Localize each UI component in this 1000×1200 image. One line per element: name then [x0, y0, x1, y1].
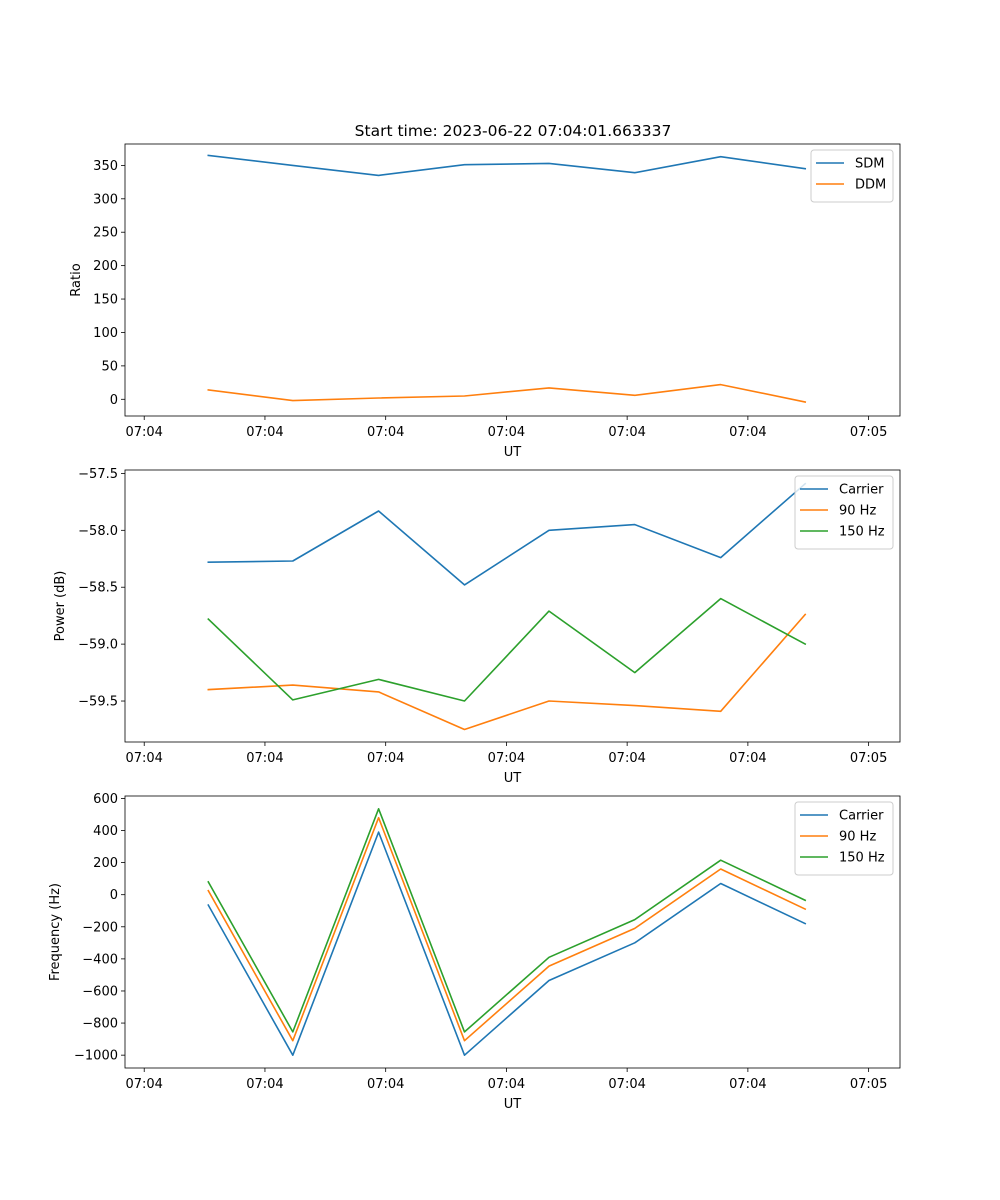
- frequency-x-tick-label: 07:04: [367, 1077, 404, 1092]
- ratio-y-tick-label: 50: [101, 359, 118, 374]
- ratio-x-tick-label: 07:05: [850, 425, 887, 440]
- power-panel: 07:04 07:04 07:04 07:04 07:04 07:04 07:05 −59.5…: [53, 467, 901, 786]
- ratio-y-tick-label: 300: [93, 192, 118, 207]
- ratio-x-tick-label: 07:04: [608, 425, 645, 440]
- ratio-x-tick-label: 07:04: [729, 425, 766, 440]
- ratio-legend-label: SDM: [855, 157, 884, 172]
- power-legend-label: Carrier: [839, 483, 884, 498]
- frequency-y-tick-label: 200: [93, 856, 118, 871]
- ratio-y-axis-label: Ratio: [69, 263, 84, 296]
- frequency-x-tick-label: 07:04: [608, 1077, 645, 1092]
- power-y-tick-label: −59.5: [78, 695, 118, 710]
- power-series-carrier-line: [207, 482, 807, 586]
- frequency-y-tick-label: 400: [93, 824, 118, 839]
- frequency-x-tick-label: 07:04: [246, 1077, 283, 1092]
- power-y-tick-label: −58.5: [78, 581, 118, 596]
- power-x-tick-label: 07:04: [246, 751, 283, 766]
- frequency-x-tick-label: 07:04: [729, 1077, 766, 1092]
- power-axes-frame: [124, 469, 901, 743]
- power-y-tick-label: −59.0: [78, 638, 118, 653]
- frequency-y-tick-label: 600: [93, 792, 118, 807]
- ratio-axes-frame: [124, 143, 901, 417]
- power-x-axis-label: UT: [504, 771, 522, 786]
- ratio-y-tick-label: 200: [93, 259, 118, 274]
- frequency-legend-label: 90 Hz: [839, 830, 876, 845]
- ratio-x-tick-label: 07:04: [246, 425, 283, 440]
- frequency-panel: 07:04 07:04 07:04 07:04 07:04 07:04 07:05 −1000…: [48, 792, 901, 1112]
- ratio-y-tick-label: 150: [93, 293, 118, 308]
- frequency-series-90-hz-line: [207, 816, 807, 1042]
- frequency-x-tick-label: 07:04: [488, 1077, 525, 1092]
- figure-title: Start time: 2023-06-22 07:04:01.663337: [355, 122, 672, 140]
- ratio-y-tick-label: 100: [93, 326, 118, 341]
- power-y-tick-label: −58.0: [78, 524, 118, 539]
- frequency-x-tick-label: 07:04: [125, 1077, 162, 1092]
- frequency-series-150-hz-line: [207, 807, 807, 1033]
- power-series-90-hz-line: [207, 613, 807, 731]
- frequency-y-tick-label: −600: [82, 984, 118, 999]
- power-y-axis-label: Power (dB): [53, 571, 68, 642]
- ratio-x-tick-label: 07:04: [488, 425, 525, 440]
- ratio-y-tick-label: 350: [93, 159, 118, 174]
- frequency-legend-label: 150 Hz: [839, 851, 885, 866]
- frequency-x-tick-label: 07:05: [850, 1077, 887, 1092]
- frequency-y-axis-label: Frequency (Hz): [48, 883, 63, 981]
- ratio-x-tick-label: 07:04: [125, 425, 162, 440]
- power-series-150-hz-line: [207, 597, 807, 702]
- power-x-tick-label: 07:04: [729, 751, 766, 766]
- ratio-y-tick-label: 0: [110, 393, 118, 408]
- power-x-tick-label: 07:04: [608, 751, 645, 766]
- ratio-series-ddm-line: [207, 383, 807, 403]
- frequency-legend-label: Carrier: [839, 809, 884, 824]
- power-x-tick-label: 07:04: [488, 751, 525, 766]
- ratio-x-axis-label: UT: [504, 445, 522, 460]
- ratio-x-tick-label: 07:04: [367, 425, 404, 440]
- power-y-tick-label: −57.5: [78, 467, 118, 482]
- frequency-y-tick-label: −200: [82, 920, 118, 935]
- ratio-legend-label: DDM: [855, 178, 886, 193]
- frequency-y-tick-label: −800: [82, 1017, 118, 1032]
- ratio-series-sdm-line: [207, 154, 807, 177]
- power-x-tick-label: 07:04: [367, 751, 404, 766]
- frequency-series-carrier-line: [207, 831, 807, 1056]
- power-x-tick-label: 07:04: [125, 751, 162, 766]
- frequency-y-tick-label: 0: [110, 888, 118, 903]
- power-x-tick-label: 07:05: [850, 751, 887, 766]
- power-legend-label: 90 Hz: [839, 504, 876, 519]
- frequency-y-tick-label: −400: [82, 952, 118, 967]
- ratio-y-tick-label: 250: [93, 226, 118, 241]
- frequency-axes-frame: [124, 795, 901, 1069]
- frequency-x-axis-label: UT: [504, 1097, 522, 1112]
- power-legend-label: 150 Hz: [839, 525, 885, 540]
- ratio-panel: 07:04 07:04 07:04 07:04 07:04 07:04 07:05 0 50 10…: [69, 143, 901, 460]
- frequency-y-tick-label: −1000: [74, 1049, 118, 1064]
